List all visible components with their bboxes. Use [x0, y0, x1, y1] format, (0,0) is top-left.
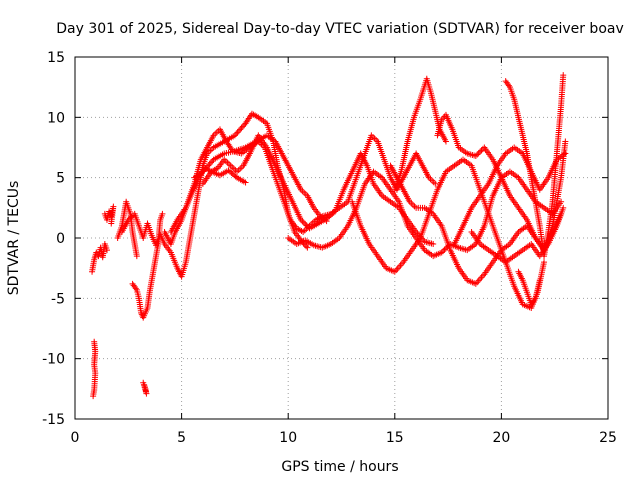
- series-track-8: [161, 126, 439, 248]
- data-point: [302, 221, 309, 228]
- data-point: [477, 148, 484, 155]
- series-track-6: [129, 210, 166, 321]
- data-point: [536, 277, 543, 284]
- data-point: [438, 249, 445, 256]
- data-point: [303, 222, 310, 229]
- data-point: [441, 246, 448, 253]
- y-tick-label: -5: [51, 291, 65, 307]
- data-point: [330, 209, 337, 216]
- data-point: [238, 124, 245, 131]
- y-tick-label: -10: [42, 352, 65, 368]
- data-point: [300, 219, 307, 226]
- x-axis-label: GPS time / hours: [281, 459, 398, 475]
- chart-title: Day 301 of 2025, Sidereal Day-to-day VTE…: [56, 21, 624, 37]
- data-point: [562, 138, 569, 145]
- data-point: [562, 150, 569, 157]
- y-tick-label: 5: [56, 171, 65, 187]
- data-point: [560, 72, 567, 79]
- y-tick-label: 10: [47, 110, 65, 126]
- data-point: [432, 180, 439, 187]
- series-track-1: [89, 241, 110, 275]
- data-point: [474, 151, 481, 158]
- series-track-20: [515, 268, 543, 308]
- data-point: [472, 152, 479, 159]
- data-point: [475, 150, 482, 157]
- y-tick-label: 15: [47, 50, 65, 66]
- data-point: [323, 218, 330, 225]
- data-point: [206, 161, 213, 168]
- series-track-19: [468, 204, 567, 266]
- series-track-2: [90, 338, 99, 400]
- data-point: [411, 203, 418, 210]
- data-point: [237, 165, 244, 172]
- series-track-3: [101, 203, 117, 227]
- x-tick-label: 25: [599, 430, 617, 446]
- data-point: [232, 173, 239, 180]
- data-point: [226, 161, 233, 168]
- data-point: [239, 123, 246, 130]
- x-tick-label: 5: [177, 430, 186, 446]
- series-track-18: [451, 144, 569, 248]
- x-tick-label: 0: [71, 430, 80, 446]
- x-tick-label: 15: [386, 430, 404, 446]
- data-point: [235, 127, 242, 134]
- data-points: [89, 72, 569, 400]
- x-tick-label: 10: [279, 430, 297, 446]
- data-point: [478, 147, 485, 154]
- series-track-15: [391, 75, 449, 193]
- data-point: [103, 247, 110, 254]
- series-track-11: [199, 167, 249, 187]
- series-track-12: [285, 168, 565, 260]
- data-point: [371, 135, 378, 142]
- data-point: [297, 216, 304, 223]
- data-point: [430, 179, 437, 186]
- data-point: [234, 129, 241, 136]
- data-point: [304, 244, 311, 251]
- data-point: [301, 189, 308, 196]
- data-point: [429, 177, 436, 184]
- data-point: [242, 179, 249, 186]
- axis-ticks: 0 5 10 15 20 25 -15 -10 -5 0 5 10 15: [42, 50, 617, 446]
- data-point: [237, 126, 244, 133]
- data-point: [409, 201, 416, 208]
- y-tick-label: -15: [42, 412, 65, 428]
- data-point: [560, 204, 567, 211]
- data-point: [541, 259, 548, 266]
- data-point: [207, 159, 214, 166]
- x-tick-label: 20: [492, 430, 510, 446]
- data-point: [303, 243, 310, 250]
- data-point: [430, 241, 437, 248]
- data-point: [558, 198, 565, 205]
- data-point: [159, 210, 166, 217]
- data-point: [299, 218, 306, 225]
- data-point: [442, 138, 449, 145]
- data-point: [235, 167, 242, 174]
- data-point: [440, 248, 447, 255]
- data-point: [108, 220, 115, 227]
- data-point: [141, 382, 148, 389]
- data-point: [224, 159, 231, 166]
- data-point: [90, 393, 97, 400]
- y-tick-label: 0: [56, 231, 65, 247]
- data-point: [133, 253, 140, 260]
- y-axis-label: SDTVAR / TECUs: [6, 181, 22, 296]
- series-track-5: [114, 198, 140, 260]
- series-track-4: [140, 379, 150, 397]
- series-track-10: [191, 132, 330, 225]
